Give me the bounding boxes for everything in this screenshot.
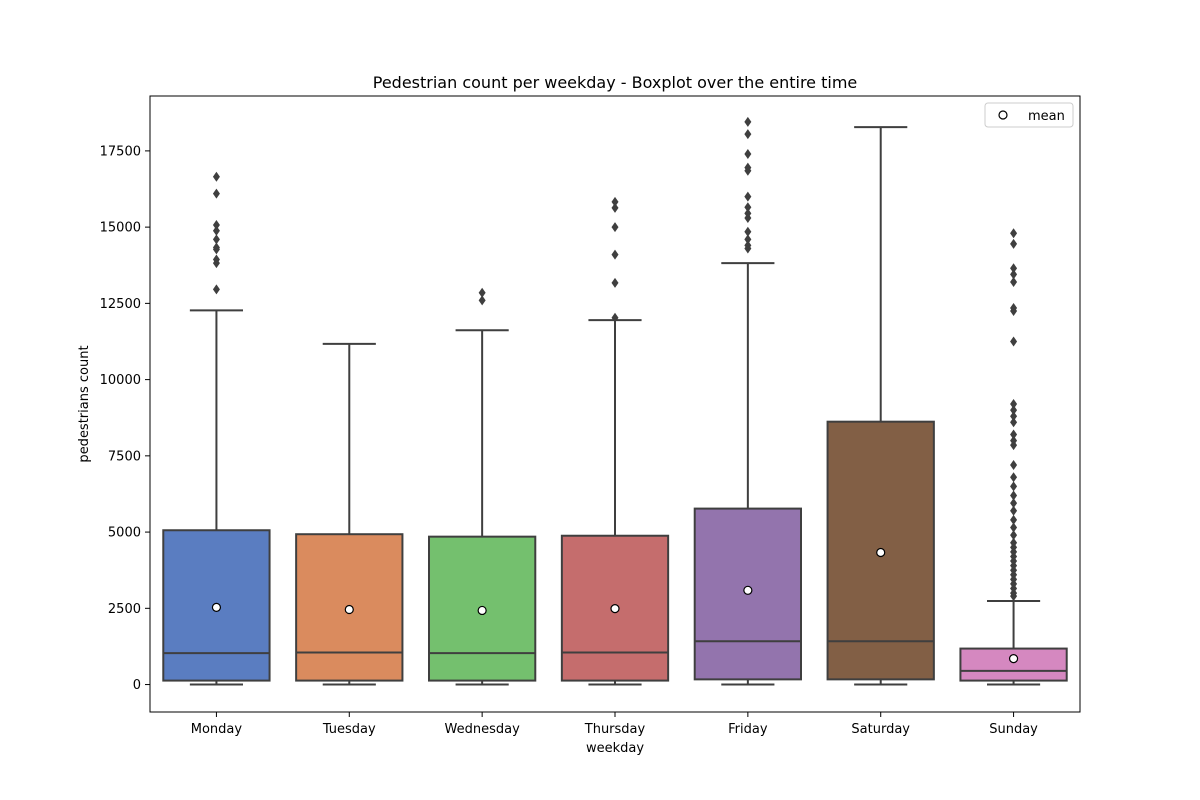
legend-mean-label: mean bbox=[1028, 109, 1065, 124]
outlier-point bbox=[1010, 411, 1018, 422]
legend-mean-marker bbox=[998, 110, 1008, 120]
mean-marker bbox=[743, 585, 753, 595]
x-tick-label-sunday: Sunday bbox=[989, 722, 1038, 737]
outlier-point bbox=[611, 196, 619, 207]
y-tick-label: 15000 bbox=[100, 221, 141, 236]
outlier-point bbox=[212, 242, 220, 253]
x-tick-label-monday: Monday bbox=[191, 722, 243, 737]
outlier-point bbox=[1010, 429, 1018, 440]
legend-frame bbox=[984, 102, 1074, 128]
y-tick-label: 12500 bbox=[100, 297, 141, 312]
outlier-point bbox=[611, 249, 619, 260]
box-group-friday bbox=[693, 116, 803, 686]
outlier-point bbox=[1010, 336, 1018, 347]
outlier-point bbox=[744, 208, 752, 219]
mean-marker bbox=[477, 605, 487, 616]
outlier-point bbox=[611, 312, 619, 323]
outlier-point bbox=[1010, 417, 1018, 428]
outlier-point bbox=[744, 191, 752, 202]
mean-marker bbox=[876, 547, 886, 558]
outlier-point bbox=[478, 287, 486, 298]
outlier-point bbox=[1010, 302, 1018, 313]
outlier-point bbox=[744, 234, 752, 245]
outlier-point bbox=[1010, 481, 1018, 492]
outlier-point bbox=[611, 222, 619, 233]
mean-marker bbox=[610, 604, 620, 614]
outlier-point bbox=[1010, 263, 1018, 274]
box-group-thursday bbox=[560, 196, 670, 686]
outlier-point bbox=[611, 277, 619, 288]
y-tick-label: 7500 bbox=[108, 449, 141, 464]
outlier-point bbox=[1010, 435, 1018, 446]
y-tick-label: 5000 bbox=[108, 526, 141, 541]
outlier-point bbox=[478, 295, 486, 306]
y-tick-label: 2500 bbox=[108, 602, 141, 617]
outlier-point bbox=[1010, 472, 1018, 483]
x-tick-label-thursday: Thursday bbox=[584, 722, 646, 737]
box-group-monday bbox=[162, 171, 271, 686]
x-tick-label-saturday: Saturday bbox=[851, 722, 910, 737]
outlier-point bbox=[1010, 277, 1018, 288]
outlier-point bbox=[1010, 537, 1018, 548]
outlier-point bbox=[1010, 505, 1018, 516]
x-tick-label-tuesday: Tuesday bbox=[322, 722, 376, 737]
y-tick-label: 17500 bbox=[100, 144, 141, 159]
plot-area bbox=[162, 116, 1068, 686]
outlier-point bbox=[1010, 522, 1018, 533]
outlier-point bbox=[744, 148, 752, 159]
outlier-point bbox=[1010, 459, 1018, 470]
x-axis: Monday Tuesday Wednesday Thursday Friday Satu… bbox=[191, 712, 1038, 737]
x-tick-label-friday: Friday bbox=[728, 722, 768, 737]
outlier-point bbox=[1010, 269, 1018, 280]
outlier-point bbox=[1010, 405, 1018, 416]
outlier-point bbox=[744, 129, 752, 140]
mean-marker bbox=[211, 602, 222, 613]
outlier-point bbox=[1010, 514, 1018, 525]
outlier-point bbox=[1010, 530, 1018, 541]
mean-marker bbox=[344, 604, 354, 615]
outlier-point bbox=[212, 188, 220, 199]
y-axis: 0 2500 5000 7500 10000 12500 15000 17500 bbox=[100, 144, 150, 693]
box-group-tuesday bbox=[295, 342, 404, 686]
outlier-point bbox=[1010, 228, 1018, 239]
box-group-sunday bbox=[959, 228, 1068, 686]
outlier-point bbox=[744, 202, 752, 213]
y-tick-label: 10000 bbox=[100, 373, 141, 388]
chart-title: Pedestrian count per weekday - Boxplot o… bbox=[373, 73, 858, 92]
outlier-point bbox=[212, 234, 220, 245]
outlier-point bbox=[212, 284, 220, 295]
box-group-saturday bbox=[826, 126, 935, 686]
y-tick-label: 0 bbox=[133, 678, 141, 693]
outlier-point bbox=[212, 225, 220, 236]
box-sunday bbox=[959, 647, 1068, 682]
mean-marker bbox=[1008, 654, 1019, 664]
outlier-point bbox=[744, 240, 752, 251]
x-tick-label-wednesday: Wednesday bbox=[445, 722, 521, 737]
outlier-point bbox=[212, 219, 220, 230]
outlier-point bbox=[1010, 490, 1018, 501]
outlier-point bbox=[1010, 238, 1018, 249]
outlier-point bbox=[744, 226, 752, 237]
y-axis-label: pedestrians count bbox=[77, 345, 92, 462]
x-axis-label: weekday bbox=[586, 741, 644, 756]
outlier-point bbox=[611, 202, 619, 213]
outlier-point bbox=[1010, 498, 1018, 509]
outlier-point bbox=[212, 254, 220, 265]
outlier-point bbox=[744, 162, 752, 173]
outlier-point bbox=[744, 116, 752, 127]
outlier-point bbox=[1010, 399, 1018, 409]
legend: mean bbox=[984, 102, 1074, 128]
box-group-wednesday bbox=[428, 287, 537, 686]
outlier-point bbox=[212, 171, 220, 182]
